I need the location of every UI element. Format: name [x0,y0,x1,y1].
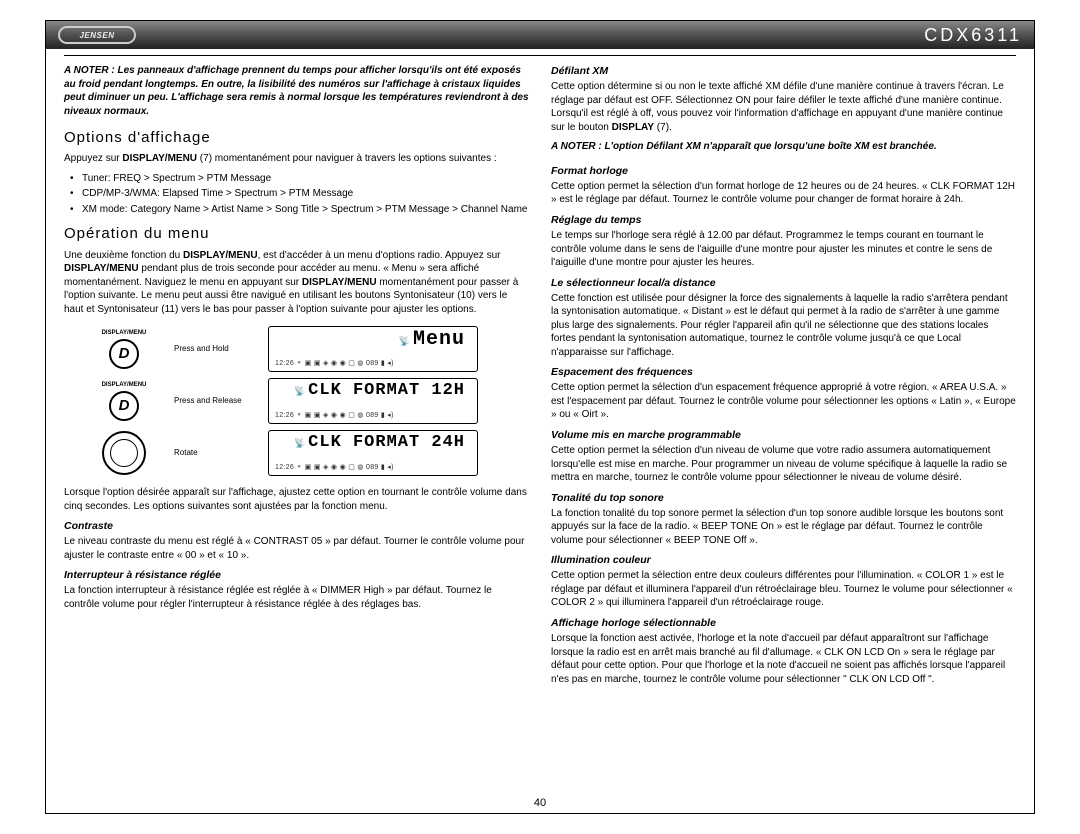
freq-body: Cette option permet la sélection d'un es… [551,381,1016,422]
lcd-status-strip: 12:26 ⚬ ▣ ▣ ◈ ◉ ◉ ▢ ◍ 089 ▮ ◂) [275,359,471,368]
sat-icon: 📡 [294,388,306,397]
lcd-screen-1: 📡Menu 12:26 ⚬ ▣ ▣ ◈ ◉ ◉ ▢ ◍ 089 ▮ ◂) [268,326,478,372]
content-columns: A NOTER : Les panneaux d'affichage prenn… [46,56,1034,692]
cold-note: A NOTER : Les panneaux d'affichage prenn… [64,64,529,118]
display-menu-button-icon: D [109,339,139,369]
xm-body: Cette option détermine si ou non le text… [551,80,1016,134]
menu-diagram: DISPLAY/MENU D Press and Hold 📡Menu 12:2… [88,326,529,476]
page-number: 40 [46,797,1034,809]
lcd-status-strip: 12:26 ⚬ ▣ ▣ ◈ ◉ ◉ ▢ ◍ 089 ▮ ◂) [275,411,471,420]
brand-logo: JENSEN [58,26,136,44]
heading-display-options: Options d'affichage [64,128,529,148]
text-fragment: Appuyez sur [64,153,122,164]
diagram-row-1: DISPLAY/MENU D Press and Hold 📡Menu 12:2… [88,326,529,372]
subhead-freq: Espacement des fréquences [551,365,1016,379]
display-menu-button-icon: D [109,391,139,421]
diagram-row-3: Rotate 📡CLK FORMAT 24H 12:26 ⚬ ▣ ▣ ◈ ◉ ◉… [88,430,529,476]
dm-label: DISPLAY/MENU [102,381,147,389]
knob-col [88,431,160,475]
contraste-body: Le niveau contraste du menu est réglé à … [64,535,529,562]
lcd-text: CLK FORMAT 12H [308,381,465,400]
heading-menu-operation: Opération du menu [64,224,529,244]
sat-icon: 📡 [294,440,306,449]
dm-button-col: DISPLAY/MENU D [88,329,160,369]
subhead-time: Réglage du temps [551,213,1016,227]
clock-body: Cette option permet la sélection d'un fo… [551,180,1016,207]
action-rotate: Rotate [174,448,254,459]
subhead-local: Le sélectionneur local/a distance [551,276,1016,290]
vol-body: Cette option permet la sélection d'un ni… [551,444,1016,485]
action-press-release: Press and Release [174,396,254,407]
subhead-dimmer: Interrupteur à résistance réglée [64,568,529,582]
menu-paragraph: Une deuxième fonction du DISPLAY/MENU, e… [64,249,529,317]
volume-knob-icon [102,431,146,475]
list-item: CDP/MP-3/WMA: Elapsed Time > Spectrum > … [82,187,529,201]
lcd-main-text: 📡CLK FORMAT 12H [275,382,471,399]
options-intro: Appuyez sur DISPLAY/MENU (7) momentanéme… [64,152,529,166]
time-body: Le temps sur l'horloge sera réglé à 12.0… [551,229,1016,270]
options-bullets: Tuner: FREQ > Spectrum > PTM Message CDP… [64,172,529,217]
subhead-clksel: Affichage horloge sélectionnable [551,616,1016,630]
lcd-text: CLK FORMAT 24H [308,433,465,452]
subhead-illum: Illumination couleur [551,553,1016,567]
lcd-text: Menu [413,328,465,351]
clksel-body: Lorsque la fonction aest activée, l'horl… [551,632,1016,686]
local-body: Cette fonction est utilisée pour désigne… [551,292,1016,360]
lcd-screen-2: 📡CLK FORMAT 12H 12:26 ⚬ ▣ ▣ ◈ ◉ ◉ ▢ ◍ 08… [268,378,478,424]
text-bold: DISPLAY/MENU [122,153,197,164]
left-column: A NOTER : Les panneaux d'affichage prenn… [64,64,529,692]
lcd-main-text: 📡Menu [275,330,471,350]
subhead-clock: Format horloge [551,164,1016,178]
list-item: XM mode: Category Name > Artist Name > S… [82,203,529,217]
dm-button-col: DISPLAY/MENU D [88,381,160,421]
diagram-row-2: DISPLAY/MENU D Press and Release 📡CLK FO… [88,378,529,424]
manual-page: JENSEN CDX6311 A NOTER : Les panneaux d'… [45,20,1035,814]
beep-body: La fonction tonalité du top sonore perme… [551,507,1016,548]
xm-note: A NOTER : L'option Défilant XM n'apparaî… [551,140,1016,154]
dimmer-body: La fonction interrupteur à résistance ré… [64,584,529,611]
dm-label: DISPLAY/MENU [102,329,147,337]
subhead-xm: Défilant XM [551,64,1016,78]
model-number: CDX6311 [924,25,1022,46]
subhead-beep: Tonalité du top sonore [551,491,1016,505]
lcd-screen-3: 📡CLK FORMAT 24H 12:26 ⚬ ▣ ▣ ◈ ◉ ◉ ▢ ◍ 08… [268,430,478,476]
action-press-hold: Press and Hold [174,344,254,355]
right-column: Défilant XM Cette option détermine si ou… [551,64,1016,692]
lcd-status-strip: 12:26 ⚬ ▣ ▣ ◈ ◉ ◉ ▢ ◍ 089 ▮ ◂) [275,463,471,472]
illum-body: Cette option permet la sélection entre d… [551,569,1016,610]
subhead-contraste: Contraste [64,519,529,533]
after-diagram-text: Lorsque l'option désirée apparaît sur l'… [64,486,529,513]
sat-icon: 📡 [399,338,411,347]
list-item: Tuner: FREQ > Spectrum > PTM Message [82,172,529,186]
header-band: JENSEN CDX6311 [46,21,1034,49]
lcd-main-text: 📡CLK FORMAT 24H [275,434,471,451]
text-fragment: (7) momentanément pour naviguer à traver… [197,153,497,164]
knob-inner [110,439,138,467]
subhead-vol: Volume mis en marche programmable [551,428,1016,442]
